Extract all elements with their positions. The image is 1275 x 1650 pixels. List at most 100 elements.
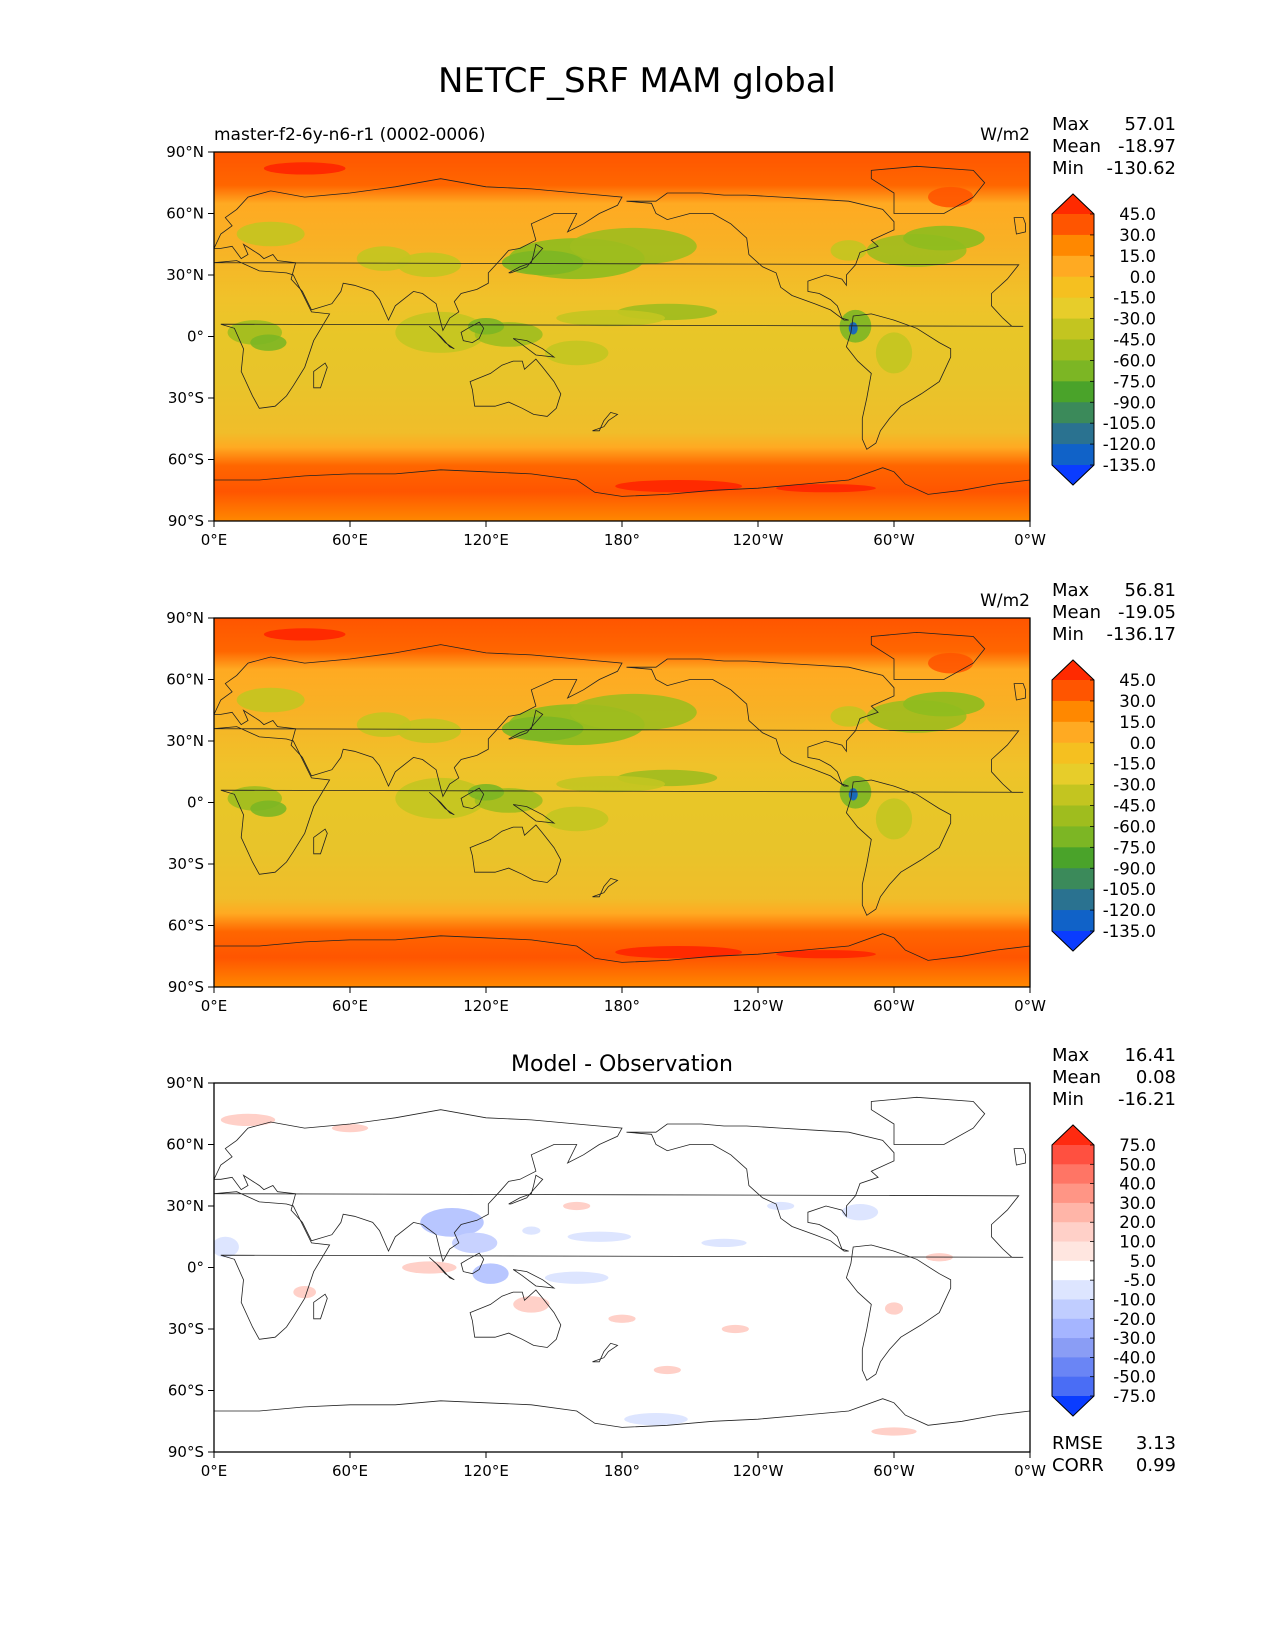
field-region — [830, 706, 867, 727]
stat-label: Min — [1052, 158, 1084, 179]
colorbar-label: -105.0 — [1103, 414, 1156, 433]
field-region — [569, 227, 697, 265]
stat-label: Max — [1052, 1045, 1090, 1066]
stat-value: -130.62 — [1107, 158, 1176, 179]
colorbar-swatch — [1052, 1183, 1094, 1204]
colorbar-label: 50.0 — [1119, 1155, 1156, 1174]
x-tick-label: 120°E — [463, 997, 509, 1015]
anomaly-region — [563, 1201, 591, 1211]
y-tick-label: 90°N — [166, 609, 204, 627]
coastline — [592, 1342, 619, 1363]
colorbar-label: 30.0 — [1119, 1194, 1156, 1213]
stat-label: Mean — [1052, 136, 1101, 157]
coastline — [429, 1257, 455, 1281]
colorbar-swatch — [1052, 826, 1094, 848]
x-tick-label: 0°W — [1014, 1462, 1046, 1480]
coastline — [214, 1398, 1030, 1452]
x-tick-label: 120°W — [733, 1462, 784, 1480]
coastline — [592, 411, 619, 432]
field-region — [556, 309, 666, 327]
coastline — [469, 1289, 562, 1348]
coastline — [1013, 217, 1026, 235]
stat-label: Max — [1052, 114, 1090, 135]
colorbar-swatch — [1052, 763, 1094, 786]
colorbar-label: -60.0 — [1113, 817, 1156, 836]
y-tick-label: 60°N — [166, 205, 204, 223]
colorbar-extend-top — [1052, 194, 1094, 214]
field-region — [250, 800, 287, 817]
colorbar-label: -30.0 — [1113, 310, 1156, 329]
stat-value: 3.13 — [1136, 1433, 1176, 1454]
colorbar-swatch — [1052, 297, 1094, 320]
panel-units: W/m2 — [980, 591, 1030, 611]
colorbar-swatch — [1052, 1260, 1094, 1281]
stat-value: -19.05 — [1118, 602, 1176, 623]
colorbar-extend-top — [1052, 1125, 1094, 1145]
coastline — [1013, 1148, 1026, 1166]
field-region — [395, 777, 486, 819]
coastline — [512, 1269, 556, 1289]
anomaly-region — [544, 1271, 609, 1284]
colorbar-label: 75.0 — [1119, 1136, 1156, 1155]
field-region — [848, 788, 858, 801]
colorbar-label: 0.0 — [1130, 268, 1156, 287]
colorbar-swatch — [1052, 889, 1094, 911]
x-tick-label: 0°E — [201, 531, 228, 549]
colorbar-swatch — [1052, 1299, 1094, 1320]
coastline — [845, 1244, 952, 1381]
stat-label: Mean — [1052, 1067, 1101, 1088]
colorbar-label: -90.0 — [1113, 859, 1156, 878]
colorbar-label: -105.0 — [1103, 880, 1156, 899]
map-field — [214, 152, 1030, 521]
figure-title: NETCF_SRF MAM global — [438, 61, 836, 101]
anomaly-region — [767, 1201, 795, 1211]
y-tick-label: 60°S — [168, 451, 204, 469]
colorbar-swatch — [1052, 360, 1094, 382]
colorbar-swatch — [1052, 423, 1094, 445]
x-tick-label: 60°E — [332, 997, 368, 1015]
colorbar-label: 20.0 — [1119, 1213, 1156, 1232]
x-tick-label: 120°W — [733, 531, 784, 549]
anomaly-region — [624, 1413, 688, 1426]
anomaly-region — [567, 1231, 632, 1242]
coastline — [214, 1109, 623, 1263]
colorbar-swatch — [1052, 318, 1094, 340]
coastline — [508, 709, 544, 740]
panel-reference: W/m2 0°E 60°E 120°E 180° 120°W 60°W 0°W 90°N 60°… — [166, 580, 1176, 1015]
map-background — [214, 618, 1030, 987]
colorbar-label: 40.0 — [1119, 1175, 1156, 1194]
y-tick-label: 30°N — [166, 1197, 204, 1215]
coastline — [1013, 683, 1026, 701]
colorbar-swatch — [1052, 214, 1094, 236]
field-region — [356, 246, 412, 271]
coastline — [429, 792, 455, 816]
panel-test: master-f2-6y-n6-r1 (0002-0006) W/m2 0°E 6… — [166, 114, 1176, 549]
field-region — [875, 332, 913, 374]
anomaly-region — [293, 1285, 316, 1299]
coastline — [214, 260, 1024, 409]
y-tick-label: 60°N — [166, 1136, 204, 1154]
stat-value: 56.81 — [1124, 580, 1176, 601]
colorbar-swatch — [1052, 700, 1094, 723]
field-region — [830, 240, 867, 261]
coastline — [870, 165, 986, 214]
anomaly-region — [841, 1203, 879, 1221]
field-region — [928, 652, 974, 674]
anomaly-region — [608, 1314, 636, 1323]
coastline — [460, 321, 485, 344]
field-region — [467, 784, 505, 801]
anomaly-region — [331, 1124, 369, 1133]
field-region — [397, 252, 462, 278]
colorbar-label: -30.0 — [1113, 776, 1156, 795]
colorbar-swatch — [1052, 868, 1094, 890]
field-region — [395, 311, 486, 353]
field-region — [848, 322, 858, 335]
colorbar-label: -30.0 — [1113, 1329, 1156, 1348]
colorbar-swatch — [1052, 680, 1094, 702]
colorbar-label: -75.0 — [1113, 372, 1156, 391]
coastline — [460, 1252, 485, 1275]
x-tick-label: 180° — [604, 1462, 640, 1480]
y-tick-label: 30°N — [166, 266, 204, 284]
panel-title: Model - Observation — [511, 1052, 733, 1077]
